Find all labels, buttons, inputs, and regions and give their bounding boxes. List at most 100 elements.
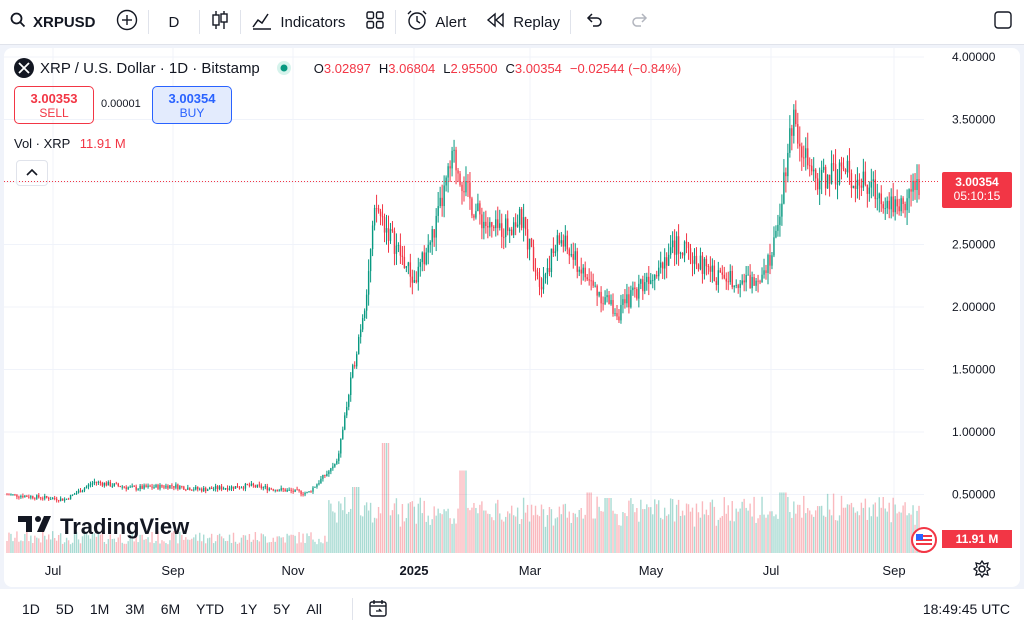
timeframe-button[interactable]: 6M [160, 601, 181, 617]
candle-body [65, 498, 68, 500]
chart-canvas[interactable]: 4.000003.500003.000002.500002.000001.500… [4, 48, 1020, 587]
candle-body [314, 486, 316, 488]
candle-body [709, 266, 712, 272]
candle-body [32, 496, 34, 499]
volume-bar [344, 497, 346, 553]
alert-button[interactable]: Alert [396, 0, 476, 44]
candle-body [588, 279, 590, 281]
chart-type-button[interactable] [200, 0, 240, 44]
candle-body [451, 150, 453, 169]
candle-body [141, 485, 143, 489]
volume-bar [312, 539, 314, 553]
volume-bar [254, 532, 257, 553]
volume-bar [163, 541, 165, 553]
layout-icon [992, 9, 1014, 35]
candle-body [544, 274, 547, 279]
collapse-legend-button[interactable] [16, 160, 48, 186]
interval-button[interactable]: D [149, 0, 200, 44]
volume-bar [562, 504, 565, 553]
y-tick-label: 3.50000 [952, 113, 996, 127]
candle-body [206, 489, 209, 492]
volume-bar [149, 542, 151, 553]
timeframe-button[interactable]: All [306, 601, 322, 617]
volume-bar [155, 540, 157, 553]
volume-bar [844, 507, 847, 553]
chart-legend: XRP / U.S. Dollar · 1D · Bitstamp O3.028… [14, 58, 681, 78]
volume-bar [439, 513, 441, 553]
candle-body [508, 229, 511, 231]
timeframe-button[interactable]: 5Y [273, 601, 291, 617]
replay-button[interactable]: Replay [476, 0, 570, 44]
chart-panel[interactable]: 4.000003.500003.000002.500002.000001.500… [4, 48, 1020, 587]
candle-body [435, 215, 437, 238]
indicators-button[interactable]: Indicators [241, 0, 355, 44]
tradingview-logo[interactable]: TradingView [18, 514, 189, 540]
candle-body [441, 197, 443, 207]
volume-bar [234, 541, 237, 553]
timeframe-button[interactable]: 1Y [240, 601, 258, 617]
volume-bar [737, 511, 739, 553]
candle-body [365, 294, 368, 311]
us-flag-icon[interactable] [910, 526, 938, 559]
last-price-label: 3.00354 05:10:15 [942, 172, 1012, 208]
settings-icon[interactable] [972, 559, 992, 584]
candle-body [83, 488, 86, 491]
symbol-search-button[interactable]: XRPUSD [0, 0, 106, 44]
timeframe-button[interactable]: 1D [22, 601, 40, 617]
symbol-title[interactable]: XRP / U.S. Dollar · 1D · Bitstamp [40, 59, 260, 77]
candle-body [614, 313, 616, 314]
volume-bar [127, 541, 129, 553]
volume-bar [532, 515, 535, 553]
volume-bar [22, 541, 24, 553]
timeframe-button[interactable]: YTD [196, 601, 225, 617]
timeframe-button[interactable]: 5D [55, 601, 74, 617]
volume-bar [882, 496, 884, 553]
candle-body [203, 487, 205, 492]
candle-body [765, 270, 767, 273]
candle-body [346, 406, 348, 416]
candle-body [121, 486, 123, 488]
candle-body [334, 463, 336, 467]
volume-bar [507, 511, 509, 553]
volume-bar [824, 516, 827, 553]
volume-bar [314, 541, 316, 553]
sell-button[interactable]: 3.00353 SELL [14, 86, 94, 124]
volume-bar [308, 536, 310, 553]
volume-bar [594, 518, 596, 553]
volume-bar [91, 532, 94, 553]
volume-bar [48, 534, 50, 553]
templates-button[interactable] [355, 0, 395, 44]
volume-bar [644, 509, 646, 553]
volume-bar [36, 537, 38, 553]
candle-body [53, 498, 56, 499]
layout-button[interactable] [982, 0, 1024, 44]
candle-body [638, 283, 640, 299]
volume-bar [61, 543, 64, 553]
volume-bar [260, 533, 263, 553]
candle-body [208, 487, 211, 490]
timeframe-button[interactable]: 3M [125, 601, 145, 617]
candle-body [167, 485, 169, 489]
volume-bar [745, 507, 747, 553]
volume-bar [665, 515, 668, 553]
candle-body [101, 482, 104, 486]
timeframe-button[interactable]: 1M [89, 601, 110, 617]
candle-body [677, 236, 680, 254]
redo-button[interactable] [617, 0, 663, 44]
candle-body [425, 252, 427, 265]
compare-button[interactable] [106, 0, 148, 44]
candle-body [316, 484, 318, 487]
volume-bar [266, 542, 268, 553]
candle-body [356, 354, 358, 367]
volume-bar [320, 542, 322, 553]
buy-button[interactable]: 3.00354 BUY [152, 86, 232, 124]
clock[interactable]: 18:49:45 UTC [922, 601, 1010, 617]
date-range-button[interactable] [367, 597, 389, 622]
undo-button[interactable] [571, 0, 617, 44]
volume-bar [576, 517, 578, 553]
volume-bar [495, 503, 497, 553]
candle-body [582, 267, 584, 274]
candle-body [918, 179, 920, 196]
volume-bar [600, 511, 602, 553]
volume-bar [204, 543, 207, 553]
